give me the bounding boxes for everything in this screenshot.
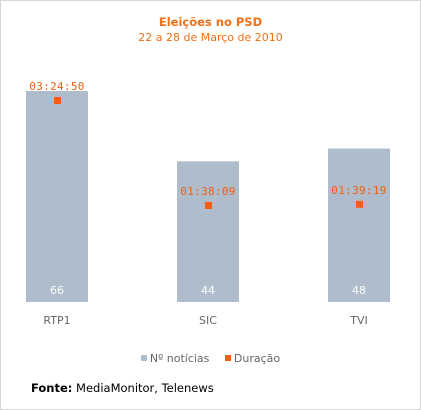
duration-marker-sic — [205, 202, 212, 209]
bar-rtp1 — [26, 91, 88, 302]
chart-title: Eleições no PSD — [158, 15, 263, 29]
bar-sic — [177, 161, 239, 302]
duration-marker-rtp1 — [54, 97, 61, 104]
legend-item-noticias: Nº notícias — [140, 352, 210, 365]
bar-value-label-rtp1: 66 — [50, 284, 64, 297]
source-note: Fonte: MediaMonitor, Telenews — [31, 381, 214, 395]
source-text: MediaMonitor, Telenews — [76, 381, 214, 395]
category-label-sic: SIC — [199, 314, 217, 327]
chart-plot-area: 66 RTP1 03:24:50 44 SIC 01:38:09 48 TVI 01:39:19 — [26, 80, 390, 327]
duration-label-rtp1: 03:24:50 — [29, 80, 84, 93]
chart-legend: Nº notícias Duração — [0, 352, 421, 365]
duration-marker-tvi — [356, 200, 363, 208]
legend-item-duracao: Duração — [224, 352, 281, 365]
legend-swatch-duracao — [224, 355, 231, 361]
bar-tvi — [328, 148, 390, 302]
duration-label-sic: 01:38:09 — [180, 185, 235, 198]
category-label-tvi: TVI — [349, 314, 368, 327]
legend-label-noticias: Nº notícias — [149, 352, 210, 365]
legend-swatch-noticias — [140, 355, 147, 361]
chart-subtitle: 22 a 28 de Março de 2010 — [138, 31, 283, 44]
bar-value-label-sic: 44 — [201, 284, 215, 297]
duration-label-tvi: 01:39:19 — [331, 184, 386, 197]
bar-value-label-tvi: 48 — [352, 284, 366, 297]
legend-label-duracao: Duração — [233, 352, 281, 365]
source-label: Fonte: — [31, 381, 73, 395]
category-label-rtp1: RTP1 — [43, 314, 70, 327]
